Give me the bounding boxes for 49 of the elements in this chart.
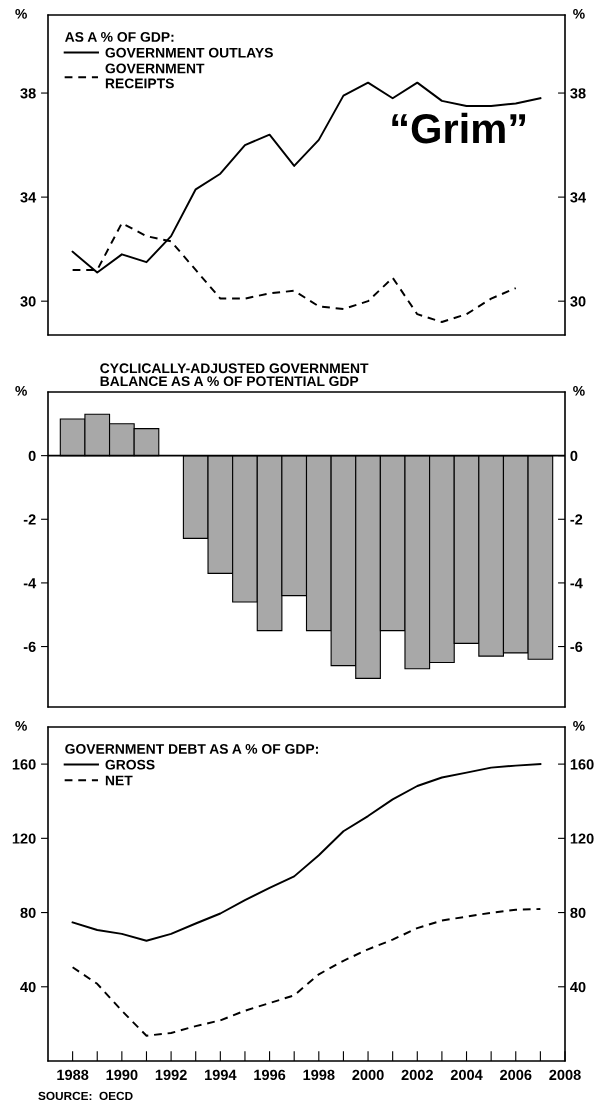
y2-tick-label: 40: [570, 981, 586, 993]
x-tick-label: 1990: [106, 1069, 138, 1081]
legend-title: GOVERNMENT DEBT AS A % OF GDP:: [65, 744, 318, 754]
y-axis-title: %: [15, 385, 27, 396]
legend-label: GOVERNMENT OUTLAYS: [105, 47, 273, 58]
y2-tick-label: 80: [570, 907, 586, 918]
line-series: [71, 908, 542, 1037]
y-axis-title: %: [15, 8, 27, 19]
legend-label: NET: [105, 775, 133, 786]
legend-label: GOVERNMENT RECEIPTS: [105, 63, 205, 89]
x-tick-label: 1998: [303, 1069, 335, 1081]
x-tick-label: 2002: [401, 1069, 433, 1081]
y2-tick-label: -6: [570, 641, 583, 652]
y2-axis-title: %: [573, 8, 585, 19]
x-tick-label: 2004: [450, 1069, 483, 1081]
y-tick-label: 160: [12, 759, 36, 770]
y2-tick-label: 34: [570, 192, 586, 203]
x-tick-label: 2006: [500, 1069, 532, 1081]
y2-tick-label: 0: [570, 450, 578, 462]
y-tick-label: -6: [23, 641, 36, 652]
annotation: “Grim”: [392, 112, 526, 144]
y-tick-label: -4: [23, 578, 37, 589]
x-tick-label: 1996: [254, 1069, 286, 1081]
y2-tick-label: 120: [570, 833, 594, 844]
source-note: SOURCE: OECD: [38, 1091, 133, 1101]
y2-axis-title: %: [573, 385, 585, 396]
y2-tick-label: -4: [570, 578, 583, 589]
y-tick-label: -2: [23, 514, 36, 525]
y-tick-label: 38: [20, 88, 36, 99]
legend-title: AS A % OF GDP:: [65, 32, 174, 42]
x-tick-label: 2000: [352, 1069, 384, 1081]
x-tick-label: 1994: [205, 1069, 237, 1081]
y-tick-label: 80: [20, 907, 36, 918]
y2-axis-title: %: [573, 720, 585, 731]
chart-title: CYCLICALLY-ADJUSTED GOVERNMENT BALANCE AS A % OF POTENTIAL GDP: [100, 363, 369, 387]
y2-tick-label: 30: [570, 296, 586, 307]
y-axis-title: %: [15, 720, 27, 731]
y-tick-label: 40: [20, 981, 36, 993]
x-tick-label: 1988: [57, 1069, 89, 1081]
y-tick-label: 120: [12, 833, 36, 844]
x-tick-label: 1992: [155, 1069, 187, 1081]
y-tick-label: 30: [20, 296, 36, 307]
x-tick-label: 2008: [549, 1069, 581, 1081]
y-tick-label: 0: [28, 450, 36, 462]
legend-label: GROSS: [105, 759, 155, 770]
y-tick-label: 34: [20, 192, 37, 203]
y2-tick-label: 38: [570, 88, 586, 99]
y2-tick-label: -2: [570, 514, 583, 525]
y2-tick-label: 160: [570, 759, 594, 770]
